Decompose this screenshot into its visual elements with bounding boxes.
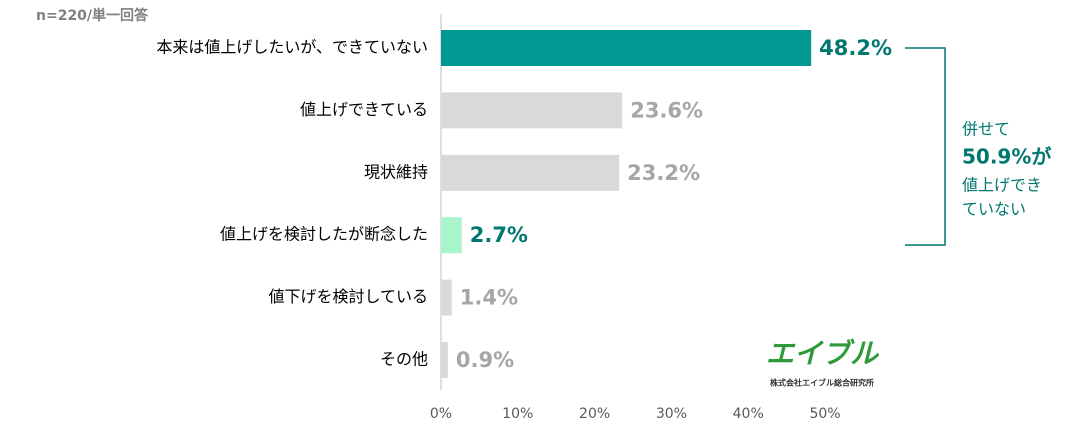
bar [441, 217, 462, 254]
annotation: 50.9%が [962, 145, 1051, 169]
value-label: 0.9% [456, 348, 514, 372]
annotation: 値上げでき [962, 176, 1042, 195]
x-tick-label: 20% [579, 406, 610, 422]
value-label: 1.4% [460, 286, 518, 310]
value-label: 23.6% [630, 98, 703, 122]
value-label: 23.2% [627, 161, 700, 185]
bar [441, 342, 448, 378]
category-label: 値上げできている [300, 100, 428, 119]
bracket [905, 47, 946, 246]
bar [441, 30, 812, 66]
subtitle: n=220/単一回答 [36, 7, 149, 24]
category-label: その他 [380, 350, 428, 369]
x-tick-label: 10% [502, 406, 533, 422]
value-label: 2.7% [470, 223, 528, 247]
category-label: 本来は値上げしたいが、できていない [156, 38, 428, 57]
value-label: 48.2% [819, 36, 892, 60]
annotation: ていない [962, 200, 1026, 219]
logo: エイブル [766, 337, 880, 370]
bar [441, 279, 452, 316]
x-tick-label: 0% [430, 406, 452, 422]
x-tick-label: 30% [656, 406, 687, 422]
x-tick-label: 40% [733, 406, 764, 422]
category-label: 値上げを検討したが断念した [220, 225, 428, 244]
category-label: 値下げを検討している [268, 287, 428, 306]
x-tick-label: 50% [809, 406, 840, 422]
bar [441, 92, 623, 129]
annotation: 併せて [962, 120, 1010, 139]
bar [441, 154, 620, 191]
category-label: 現状維持 [364, 162, 428, 181]
logo-caption: 株式会社エイブル総合研究所 [770, 378, 874, 388]
